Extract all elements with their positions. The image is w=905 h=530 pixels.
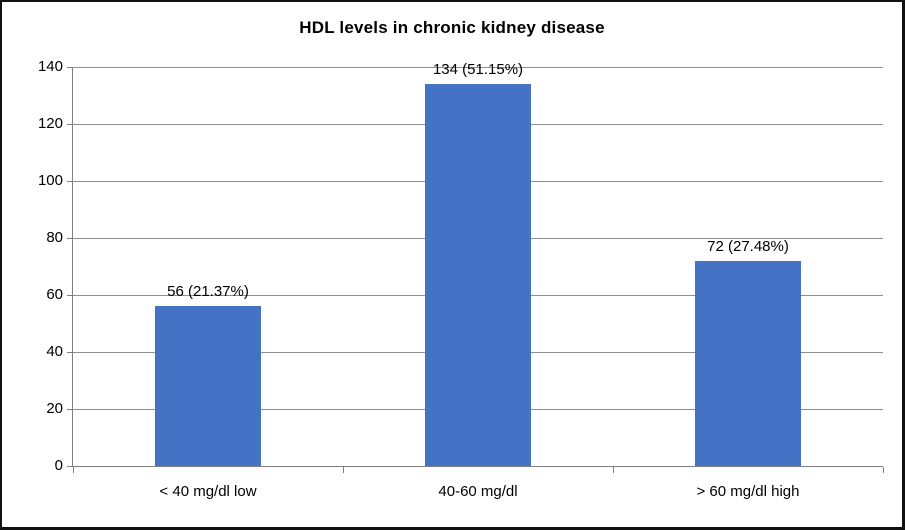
x-axis-tick-3	[883, 467, 884, 473]
x-category-label-2: > 60 mg/dl high	[696, 483, 800, 500]
x-axis-line	[67, 466, 883, 467]
y-axis-tick-40	[67, 352, 73, 353]
y-axis-label-100: 100	[37, 172, 63, 189]
x-axis-tick-0	[73, 467, 74, 473]
x-category-label-1: 40-60 mg/dl	[438, 483, 518, 500]
x-category-label-0: < 40 mg/dl low	[159, 483, 257, 500]
y-axis-tick-80	[67, 238, 73, 239]
gridline-y-140	[73, 67, 883, 68]
y-axis-tick-20	[67, 409, 73, 410]
plot-area	[73, 67, 883, 466]
bar-2	[695, 260, 801, 466]
bar-0	[155, 306, 261, 466]
y-axis-tick-140	[67, 67, 73, 68]
bar-1	[425, 84, 531, 466]
y-axis-label-20: 20	[46, 400, 63, 417]
bar-data-label-0: 56 (21.37%)	[167, 283, 249, 301]
chart-title: HDL levels in chronic kidney disease	[299, 18, 605, 37]
y-axis-tick-0	[67, 466, 73, 467]
y-axis-tick-120	[67, 124, 73, 125]
y-axis-line	[72, 67, 73, 467]
y-axis-label-0: 0	[54, 457, 63, 474]
bar-data-label-2: 72 (27.48%)	[707, 237, 789, 255]
y-axis-label-40: 40	[46, 343, 63, 360]
y-axis-label-80: 80	[46, 229, 63, 246]
x-axis-tick-2	[613, 467, 614, 473]
y-axis-label-120: 120	[37, 115, 63, 132]
x-axis-tick-1	[343, 467, 344, 473]
y-axis-label-60: 60	[46, 286, 63, 303]
y-axis-tick-60	[67, 295, 73, 296]
y-axis-label-140: 140	[37, 58, 63, 75]
bar-data-label-1: 134 (51.15%)	[432, 61, 524, 79]
y-axis-tick-100	[67, 181, 73, 182]
